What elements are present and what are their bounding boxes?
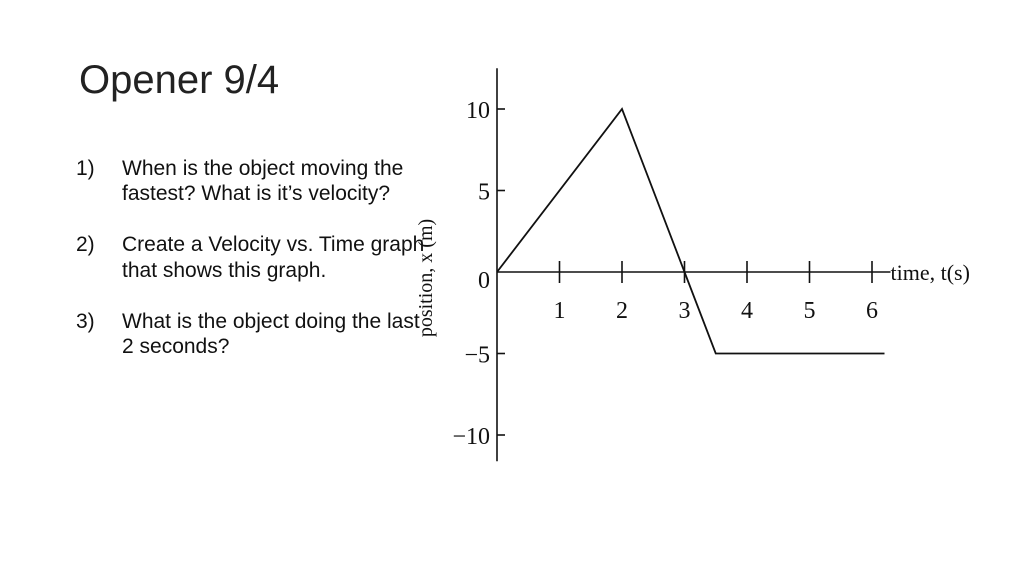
x-tick-label: 3 <box>679 298 691 324</box>
question-text: What is the object doing the last 2 seco… <box>122 309 420 358</box>
question-text: When is the object moving the fastest? W… <box>122 157 404 206</box>
x-axis-label: time, t(s) <box>891 260 970 285</box>
y-tick-label: −5 <box>464 343 490 369</box>
x-tick-label: 2 <box>616 298 628 324</box>
question-number: 2) <box>76 233 95 257</box>
y-tick-label: 10 <box>466 98 490 124</box>
question-item: 2) Create a Velocity vs. Time graph that… <box>76 232 426 282</box>
y-tick-label: 5 <box>478 180 490 206</box>
question-item: 3) What is the object doing the last 2 s… <box>76 309 426 359</box>
axis-ticks: 1 2 3 4 5 6 10 5 0 −5 −10 <box>452 98 878 450</box>
x-tick-label: 1 <box>554 298 566 324</box>
series-line <box>496 107 885 355</box>
question-text: Create a Velocity vs. Time graph that sh… <box>122 233 425 282</box>
y-tick-label: 0 <box>478 268 490 294</box>
question-list: 1) When is the object moving the fastest… <box>76 156 426 385</box>
y-tick-label: −10 <box>452 424 490 450</box>
question-number: 1) <box>76 157 95 180</box>
x-tick-label: 6 <box>866 298 878 324</box>
x-tick-label: 4 <box>741 298 753 324</box>
slide-title: Opener 9/4 <box>79 58 280 102</box>
question-item: 1) When is the object moving the fastest… <box>76 156 426 206</box>
question-number: 3) <box>76 309 95 333</box>
x-tick-label: 5 <box>804 298 816 324</box>
y-axis-label: position, x (m) <box>415 219 437 337</box>
